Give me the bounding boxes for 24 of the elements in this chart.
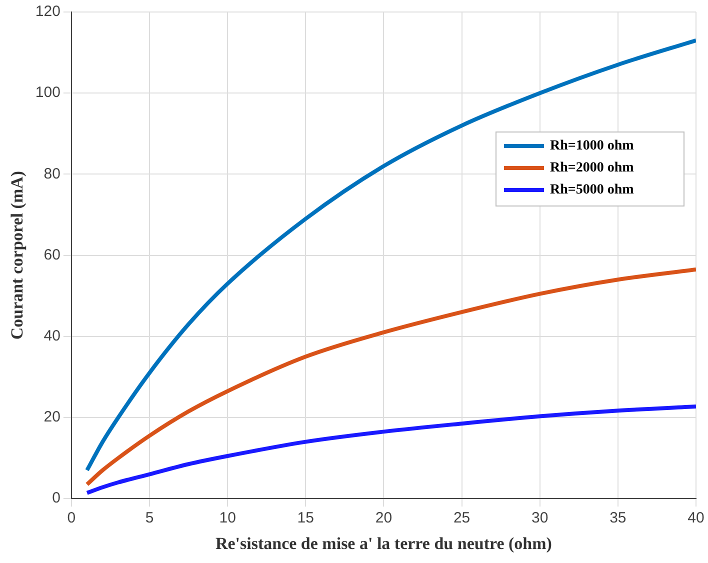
y-tick-label: 20 — [44, 408, 60, 426]
legend-label: Rh=2000 ohm — [550, 160, 634, 176]
line-series — [85, 267, 696, 486]
y-tick-label: 0 — [52, 490, 60, 507]
x-tick-label: 0 — [67, 510, 76, 527]
y-tick-label: 40 — [44, 328, 60, 345]
x-tick-label: 10 — [219, 510, 236, 527]
y-tick-label: 120 — [35, 3, 60, 20]
y-tick-label: 60 — [44, 246, 60, 264]
x-tick-label: 35 — [610, 510, 626, 527]
x-tick-label: 25 — [453, 510, 470, 527]
x-tick-label: 20 — [375, 510, 392, 527]
x-tick-label: 40 — [688, 510, 704, 527]
x-tick-label: 15 — [297, 510, 314, 527]
legend-label: Rh=1000 ohm — [550, 138, 634, 154]
line-series — [85, 38, 696, 472]
x-tick-label: 5 — [145, 510, 154, 527]
y-tick-label: 80 — [44, 165, 60, 182]
y-axis-title: Courant corporel (mA) — [8, 170, 27, 340]
legend-label: Rh=5000 ohm — [550, 182, 634, 198]
line-series — [85, 404, 696, 495]
y-tick-label: 100 — [35, 84, 60, 102]
x-tick-label: 30 — [532, 510, 548, 527]
x-axis-title: Re'sistance de mise a' la terre du neutre (ohm) — [215, 534, 552, 554]
